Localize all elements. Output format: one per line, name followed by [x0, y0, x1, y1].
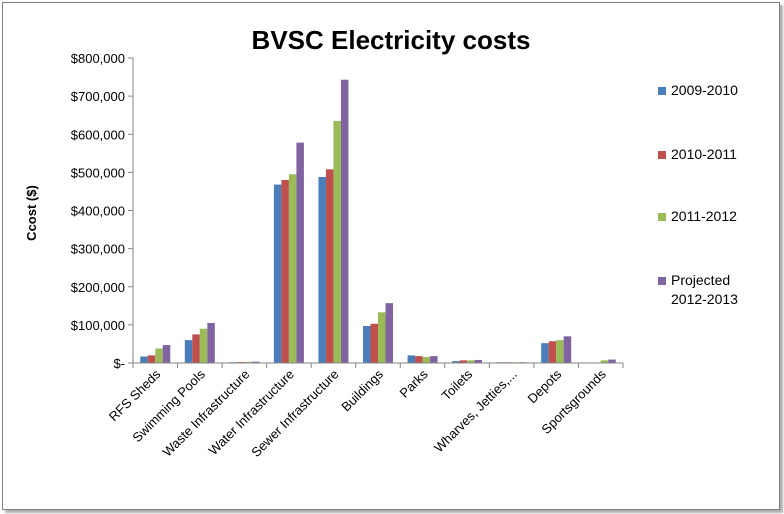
bars — [140, 79, 616, 363]
bar-projected-2012-2013-1 — [207, 322, 215, 363]
y-tick-label: $500,000 — [71, 165, 125, 180]
legend-label: Projected — [671, 272, 730, 288]
y-axis-title: Ccost ($) — [24, 185, 39, 241]
y-tick-label: $200,000 — [71, 280, 125, 295]
legend-swatch — [658, 213, 666, 221]
x-tick-label: Sewer Infrastructure — [248, 367, 341, 460]
y-tick-label: $100,000 — [71, 318, 125, 333]
legend-label: 2010-2011 — [671, 146, 737, 162]
bar-2009-2010-9 — [541, 343, 549, 363]
y-axis-ticks: $- $100,000 $200,000 $300,000 $400,000 $500,0… — [71, 51, 133, 371]
bar-2011-2012-4 — [333, 120, 341, 363]
bar-projected-2012-2013-2 — [251, 361, 260, 363]
bar-2011-2012-6 — [422, 356, 431, 363]
legend-label: 2012-2013 — [671, 291, 738, 307]
x-tick-label: Depots — [525, 366, 565, 406]
bar-2009-2010-7 — [452, 361, 460, 363]
chart-title: BVSC Electricity costs — [252, 25, 531, 55]
bar-projected-2012-2013-6 — [430, 356, 438, 363]
bar-projected-2012-2013-0 — [162, 345, 171, 363]
y-tick-label: $700,000 — [71, 89, 125, 104]
bar-2011-2012-7 — [467, 360, 475, 363]
bar-2009-2010-1 — [184, 340, 193, 363]
bar-2009-2010-5 — [363, 326, 371, 363]
bar-2010-2011-5 — [370, 323, 378, 363]
bar-projected-2012-2013-4 — [340, 79, 349, 363]
bar-projected-2012-2013-3 — [296, 142, 304, 363]
bar-2010-2011-9 — [548, 341, 557, 363]
bar-chart: BVSC Electricity costs Ccost ($) $- $100,… — [24, 25, 738, 460]
legend-swatch — [658, 87, 666, 95]
y-tick-label: $400,000 — [71, 204, 125, 219]
legend: 2009-2010 2010-2011 2011-2012 Projected 2012… — [658, 82, 738, 307]
bar-2011-2012-5 — [378, 312, 386, 363]
legend-swatch — [658, 151, 666, 159]
bar-2011-2012-10 — [600, 360, 609, 363]
axes — [132, 58, 624, 368]
bar-2009-2010-0 — [140, 356, 148, 363]
bar-projected-2012-2013-9 — [563, 336, 572, 363]
bar-2010-2011-1 — [192, 334, 200, 363]
y-tick-label: $300,000 — [71, 242, 125, 257]
bar-2010-2011-4 — [325, 169, 334, 363]
bar-2010-2011-6 — [415, 356, 423, 363]
legend-swatch — [658, 277, 666, 285]
x-tick-label: Water Infrastructure — [206, 367, 297, 458]
bar-2011-2012-9 — [556, 340, 564, 363]
bar-2011-2012-2 — [244, 361, 252, 363]
y-tick-label: $600,000 — [71, 127, 125, 142]
y-tick-label: $800,000 — [71, 51, 125, 66]
legend-label: 2009-2010 — [671, 82, 738, 98]
bar-2010-2011-0 — [147, 355, 156, 363]
bar-2010-2011-3 — [281, 180, 289, 363]
bar-2010-2011-7 — [459, 360, 468, 363]
x-tick-label: Buildings — [338, 366, 386, 414]
bar-2009-2010-3 — [273, 184, 282, 363]
bar-2011-2012-0 — [155, 348, 163, 363]
x-tick-label: Wharves, Jetties,... — [431, 367, 520, 456]
bar-projected-2012-2013-10 — [608, 359, 616, 363]
x-tick-label: Toilets — [439, 366, 476, 403]
bar-2009-2010-4 — [318, 176, 326, 363]
bar-2009-2010-6 — [407, 355, 416, 363]
bar-2011-2012-1 — [199, 328, 208, 363]
bar-projected-2012-2013-5 — [385, 303, 393, 363]
legend-label: 2011-2012 — [671, 208, 737, 224]
y-tick-label: $- — [113, 356, 125, 371]
bar-2011-2012-3 — [288, 174, 297, 363]
bar-projected-2012-2013-7 — [474, 359, 483, 363]
x-tick-label: Parks — [397, 366, 431, 400]
